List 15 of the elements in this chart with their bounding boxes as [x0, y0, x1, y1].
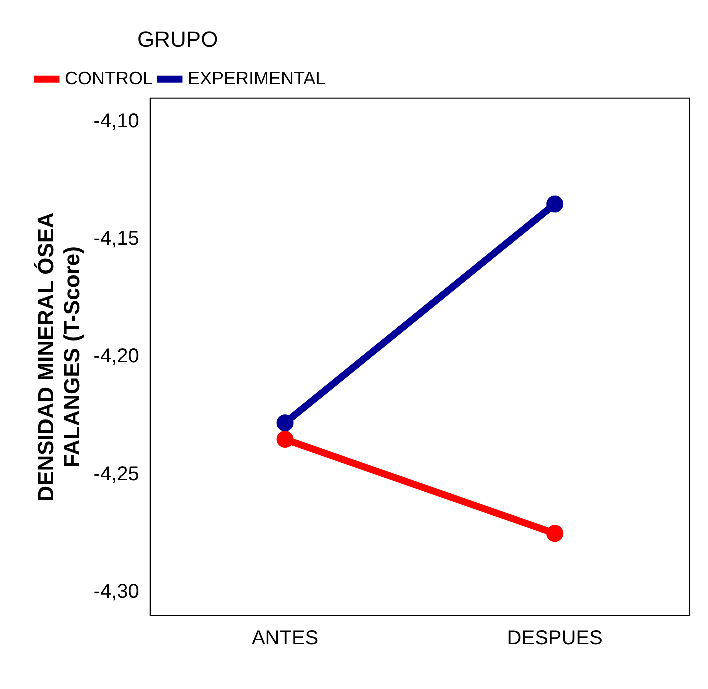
point	[276, 414, 294, 432]
legend-label: CONTROL	[65, 68, 154, 88]
y-axis-title: DENSIDAD MINERAL ÓSEA FALANGES (T-Score)	[33, 212, 85, 502]
legend-label: EXPERIMENTAL	[188, 68, 326, 88]
y-tick-label: -4,20	[94, 346, 140, 368]
y-tick-label: -4,10	[94, 110, 140, 132]
x-tick-label: ANTES	[252, 628, 319, 650]
point	[546, 525, 564, 542]
y-tick-label: -4,25	[94, 463, 140, 486]
y-tick-label: -4,30	[94, 580, 140, 603]
legend-title: GRUPO	[138, 27, 218, 52]
point	[276, 431, 294, 448]
x-tick-label: DESPUES	[507, 628, 603, 650]
point	[546, 196, 564, 213]
y-tick-label: -4,15	[94, 228, 140, 250]
